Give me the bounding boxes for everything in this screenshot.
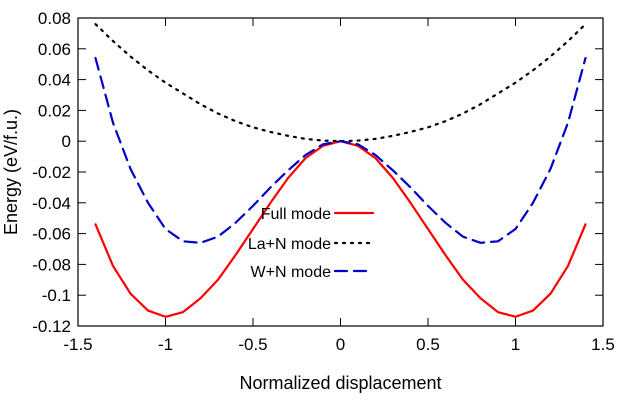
y-axis-tick-label: -0.12: [32, 317, 71, 336]
series-line-0: [94, 140, 587, 318]
legend-label-2: W+N mode: [251, 264, 332, 281]
y-axis-tick-label: -0.08: [32, 255, 71, 274]
x-axis-tick-label: -1.5: [63, 335, 92, 354]
x-axis-tick-label: 0.5: [416, 335, 440, 354]
legend-label-1: La+N mode: [248, 236, 331, 253]
legend-label-0: Full mode: [261, 206, 331, 223]
x-axis-tick-label: 0: [336, 335, 345, 354]
y-axis-tick-label: -0.04: [32, 194, 71, 213]
series-line-2: [94, 56, 587, 244]
y-axis-tick-label: 0.08: [38, 9, 71, 28]
x-axis-tick-label: -0.5: [238, 335, 267, 354]
y-axis-title: Energy (eV/f.u.): [1, 109, 21, 235]
plot-area-border: [77, 17, 604, 327]
x-axis-tick-label: 1: [511, 335, 520, 354]
y-axis-tick-label: -0.06: [32, 225, 71, 244]
y-axis-tick-label: 0.06: [38, 40, 71, 59]
series-line-1: [94, 23, 587, 143]
x-axis-tick-label: 1.5: [591, 335, 615, 354]
x-axis-title: Normalized displacement: [239, 373, 441, 393]
y-axis-tick-label: -0.1: [42, 286, 71, 305]
y-axis-tick-label: 0.04: [38, 71, 71, 90]
y-axis-tick-label: 0.02: [38, 101, 71, 120]
x-axis-tick-label: -1: [158, 335, 173, 354]
y-axis-tick-label: 0: [62, 132, 71, 151]
y-axis-tick-label: -0.02: [32, 163, 71, 182]
